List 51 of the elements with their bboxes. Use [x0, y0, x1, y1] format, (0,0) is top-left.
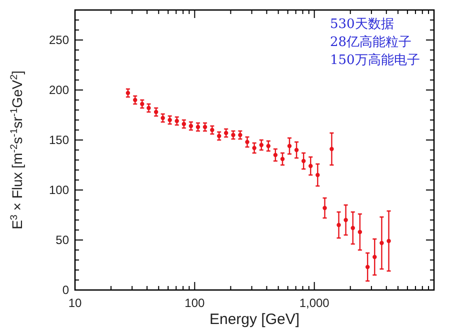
point	[196, 124, 200, 130]
annotation: 530天数据	[330, 17, 394, 32]
point	[231, 132, 236, 138]
point	[380, 240, 384, 246]
point	[168, 118, 172, 122]
y-tick-label: 0	[62, 283, 70, 297]
point	[252, 146, 256, 150]
y-tick-label: 100	[48, 183, 70, 197]
point	[280, 156, 285, 162]
y-tick-label: 250	[48, 33, 70, 47]
annotation: 28亿高能粒子	[330, 34, 412, 50]
point	[160, 116, 165, 120]
point	[358, 230, 362, 234]
point	[216, 134, 222, 138]
point	[266, 144, 270, 148]
x-tick-label: 10	[68, 296, 82, 310]
point	[140, 102, 144, 106]
point	[330, 146, 334, 152]
point	[336, 222, 341, 228]
point	[238, 132, 242, 138]
y-tick-label: 50	[56, 233, 70, 247]
point	[188, 124, 194, 128]
point	[273, 152, 278, 158]
point	[202, 124, 208, 130]
x-axis-title: Energy [GeV]	[209, 311, 300, 328]
point	[133, 98, 138, 102]
point	[224, 130, 228, 136]
point	[146, 106, 151, 110]
point	[182, 122, 186, 126]
point	[287, 144, 292, 148]
point	[174, 118, 179, 124]
x-tick-label: 1,000	[299, 296, 330, 310]
point	[344, 218, 348, 222]
y-tick-label: 150	[48, 133, 70, 147]
point	[350, 226, 355, 230]
y-tick-label: 200	[48, 83, 70, 97]
point	[259, 142, 264, 148]
point	[308, 164, 313, 168]
point	[245, 140, 250, 144]
point	[316, 172, 320, 178]
point	[322, 206, 327, 210]
point	[372, 254, 377, 260]
point	[154, 110, 158, 114]
x-tick-label: 100	[184, 296, 205, 310]
point	[210, 128, 214, 132]
annotation: 150万高能电子	[330, 52, 420, 68]
point	[365, 264, 370, 270]
point	[294, 148, 299, 152]
point	[386, 238, 391, 244]
point	[301, 158, 306, 164]
point	[126, 90, 130, 96]
